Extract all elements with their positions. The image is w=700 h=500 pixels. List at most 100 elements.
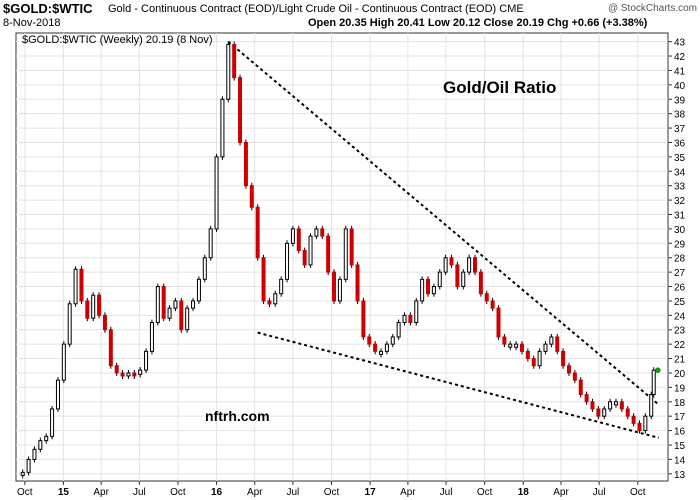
y-tick-label: 37 [674, 124, 686, 135]
candle-body [114, 365, 119, 374]
candle-body [185, 307, 190, 331]
candle-body [467, 257, 472, 273]
y-tick-label: 25 [674, 297, 686, 308]
chart-header: $GOLD:$WTIC Gold - Continuous Contract (… [0, 0, 700, 32]
candle-body [173, 300, 178, 309]
stockcharts-watermark: @ StockCharts.com [607, 3, 697, 14]
candle-body [273, 293, 278, 305]
candle-body [490, 300, 495, 309]
y-tick-label: 19 [674, 383, 686, 394]
candle-body [55, 379, 60, 410]
candle-body [390, 336, 395, 345]
candle-body [261, 257, 266, 302]
y-tick-label: 15 [674, 441, 686, 452]
candle-body [367, 336, 372, 345]
candle-body [144, 350, 149, 371]
grid-lines [16, 33, 668, 481]
x-tick-label: Apr [553, 487, 569, 498]
candle-body [426, 278, 431, 295]
candle-body [572, 372, 577, 381]
candle-body [414, 300, 419, 324]
candle-body [379, 350, 384, 355]
candle-body [473, 257, 478, 273]
candle-body [326, 235, 331, 273]
candle-body [285, 242, 290, 280]
candle-body [343, 228, 348, 280]
candle-body [232, 44, 237, 79]
candle-body [613, 401, 618, 406]
candle-body [449, 257, 454, 266]
candle-body [543, 343, 548, 352]
y-axis: 13 14 15 16 17 18 19 20 21 22 23 24 25 26 27 28 29 30 31 32… [668, 38, 686, 481]
y-tick-label: 26 [674, 283, 686, 294]
candle-body [402, 314, 407, 324]
y-tick-label: 23 [674, 326, 686, 337]
candle-body [578, 379, 583, 396]
y-tick-label: 13 [674, 470, 686, 481]
candle-body [502, 336, 507, 345]
candle-body [138, 369, 143, 375]
y-tick-label: 24 [674, 311, 686, 322]
candle-body [196, 278, 201, 302]
candle-body [337, 278, 342, 302]
candle-body [296, 228, 301, 252]
x-tick-label: 15 [58, 487, 70, 498]
x-tick-label: Apr [400, 487, 416, 498]
x-axis: Oct 15 Apr Jul Oct 16 Apr Jul Oct 17 Apr Jul Oct 18 Ap… [17, 481, 646, 498]
candle-body [608, 401, 613, 410]
y-tick-label: 34 [674, 167, 686, 178]
candle-body [525, 350, 530, 360]
y-tick-label: 43 [674, 38, 686, 49]
y-tick-label: 40 [674, 81, 686, 92]
candle-body [555, 336, 560, 352]
y-tick-label: 36 [674, 138, 686, 149]
candle-body [191, 300, 196, 309]
candle-body [155, 286, 160, 324]
y-tick-label: 33 [674, 182, 686, 193]
candle-body [97, 294, 102, 316]
candle-body [625, 408, 630, 417]
candle-body [32, 448, 37, 460]
candle-body [461, 271, 466, 288]
y-tick-label: 32 [674, 196, 686, 207]
candle-body [126, 372, 131, 377]
candle-body [602, 408, 607, 417]
x-tick-label: Oct [324, 487, 340, 498]
symbol-title: $GOLD:$WTIC [3, 1, 93, 16]
candle-body [226, 44, 231, 100]
candle-body [484, 293, 489, 302]
candle-body [302, 250, 307, 266]
candle-body [85, 300, 90, 319]
candle-body [332, 271, 337, 302]
candle-body [349, 228, 354, 266]
x-tick-label: Jul [593, 487, 606, 498]
x-tick-label: Jul [133, 487, 146, 498]
trendlines [227, 40, 660, 439]
candle-body [361, 300, 366, 338]
candle-body [631, 415, 636, 424]
candle-body [179, 300, 184, 331]
annotation-credit: nftrh.com [205, 408, 270, 424]
candle-body [20, 471, 25, 476]
candle-body [44, 435, 49, 442]
candle-body [167, 307, 172, 319]
candle-body [561, 350, 566, 367]
y-tick-label: 18 [674, 398, 686, 409]
y-tick-label: 22 [674, 340, 686, 351]
candle-body [355, 264, 360, 302]
candle-body [373, 343, 378, 352]
ohlc-summary: Open 20.35 High 20.41 Low 20.12 Close 20… [308, 17, 648, 29]
legend-label: $GOLD:$WTIC (Weekly) 20.19 (8 Nov) [22, 34, 213, 46]
candle-body [651, 369, 656, 396]
x-tick-label: 17 [365, 487, 377, 498]
candle-body [50, 408, 55, 437]
series-marks [20, 41, 661, 479]
trendline [227, 40, 660, 406]
candle-body [208, 228, 213, 259]
x-tick-label: Oct [170, 487, 186, 498]
candle-body [455, 264, 460, 288]
plot-area [15, 32, 669, 482]
candle-body [478, 271, 483, 295]
y-tick-label: 38 [674, 110, 686, 121]
